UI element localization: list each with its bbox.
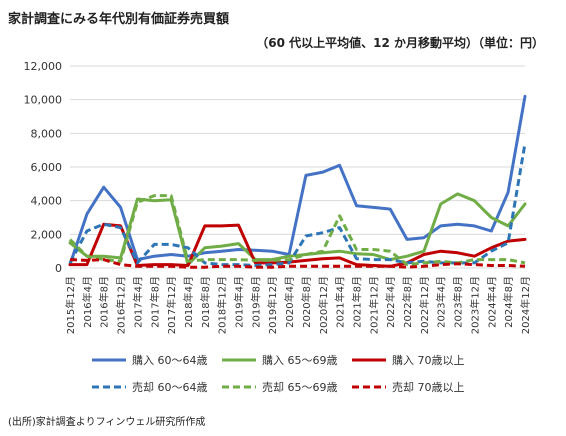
legend-label-3: 売却 60～64歳	[132, 381, 208, 394]
x-tick-label: 2017年12月	[165, 276, 178, 334]
y-tick-label: 2,000	[31, 228, 63, 241]
x-tick-label: 2019年12月	[266, 276, 279, 334]
x-tick-label: 2024年8月	[502, 276, 515, 328]
x-tick-label: 2023年4月	[435, 276, 448, 328]
x-tick-label: 2017年4月	[131, 276, 144, 328]
x-tick-label: 2018年8月	[199, 276, 212, 328]
y-tick-label: 0	[55, 262, 62, 275]
y-axis-ticks: 0 2,000 4,000 6,000 8,000 10,000 12,000	[24, 60, 63, 275]
x-tick-label: 2024年12月	[519, 276, 532, 334]
x-tick-label: 2021年4月	[334, 276, 347, 328]
x-tick-label: 2019年8月	[249, 276, 262, 328]
series-line-1	[68, 192, 527, 267]
x-tick-label: 2016年4月	[81, 276, 94, 328]
x-tick-label: 2018年12月	[216, 276, 229, 334]
chart-subtitle: （60 代以上平均値、12 か月移動平均）（単位：円）	[256, 36, 544, 50]
legend-label-0: 購入 60～64歳	[132, 353, 208, 367]
x-tick-label: 2020年4月	[283, 276, 296, 328]
series-line-4	[68, 194, 526, 267]
grid-lines	[70, 65, 525, 269]
x-tick-label: 2020年8月	[300, 276, 313, 328]
x-tick-label: 2021年8月	[350, 276, 363, 328]
legend-label-1: 購入 65～69歳	[262, 353, 338, 367]
x-tick-label: 2023年8月	[452, 276, 465, 328]
y-tick-label: 4,000	[31, 195, 63, 208]
source-note: (出所)家計調査よりフィンウェル研究所作成	[8, 417, 206, 428]
chart-title: 家計調査にみる年代別有価証券売買額	[8, 12, 230, 27]
series-line-0	[68, 94, 527, 267]
x-tick-label: 2021年12月	[367, 276, 380, 334]
series-line-3	[68, 143, 527, 267]
x-tick-label: 2022年12月	[418, 276, 431, 334]
x-tick-label: 2022年8月	[401, 276, 414, 328]
x-tick-label: 2015年12月	[64, 276, 77, 334]
legend-label-5: 売却 70歳以上	[392, 381, 465, 394]
x-tick-label: 2018年4月	[182, 276, 195, 328]
y-tick-label: 6,000	[31, 161, 63, 174]
y-tick-label: 8,000	[31, 127, 63, 140]
x-tick-label: 2024年4月	[485, 276, 498, 328]
series-line-5	[69, 258, 526, 269]
series-lines	[68, 94, 527, 269]
series-line-2	[68, 222, 527, 268]
x-tick-label: 2023年12月	[468, 276, 481, 334]
x-tick-label: 2017年8月	[148, 276, 161, 328]
legend-label-4: 売却 65～69歳	[262, 381, 338, 394]
y-tick-label: 12,000	[24, 60, 63, 73]
legend-label-2: 購入 70歳以上	[392, 353, 465, 367]
x-tick-label: 2020年12月	[317, 276, 330, 334]
x-axis-ticks: 2015年12月 2016年4月 2016年8月 2016年12月 2017年4月 201…	[64, 276, 532, 334]
x-tick-label: 2016年8月	[98, 276, 111, 328]
x-tick-label: 2022年4月	[384, 276, 397, 328]
y-tick-label: 10,000	[24, 94, 63, 107]
x-tick-label: 2019年4月	[233, 276, 246, 328]
x-tick-label: 2016年12月	[115, 276, 128, 334]
